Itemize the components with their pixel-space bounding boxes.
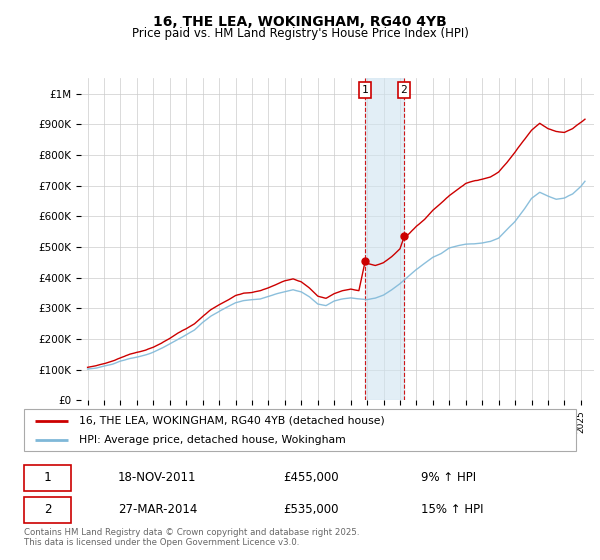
Text: 15% ↑ HPI: 15% ↑ HPI (421, 503, 484, 516)
FancyBboxPatch shape (24, 465, 71, 491)
Text: 16, THE LEA, WOKINGHAM, RG40 4YB: 16, THE LEA, WOKINGHAM, RG40 4YB (153, 15, 447, 29)
Text: £455,000: £455,000 (283, 471, 339, 484)
Text: 27-MAR-2014: 27-MAR-2014 (118, 503, 197, 516)
Text: 18-NOV-2011: 18-NOV-2011 (118, 471, 196, 484)
Text: Contains HM Land Registry data © Crown copyright and database right 2025.
This d: Contains HM Land Registry data © Crown c… (24, 528, 359, 547)
FancyBboxPatch shape (24, 497, 71, 523)
Text: 2: 2 (401, 85, 407, 95)
Bar (365, 78, 404, 400)
Text: 2: 2 (44, 503, 52, 516)
Text: 16, THE LEA, WOKINGHAM, RG40 4YB (detached house): 16, THE LEA, WOKINGHAM, RG40 4YB (detach… (79, 416, 385, 426)
Text: 1: 1 (44, 471, 52, 484)
Text: 9% ↑ HPI: 9% ↑ HPI (421, 471, 476, 484)
Text: Price paid vs. HM Land Registry's House Price Index (HPI): Price paid vs. HM Land Registry's House … (131, 27, 469, 40)
Text: HPI: Average price, detached house, Wokingham: HPI: Average price, detached house, Woki… (79, 435, 346, 445)
Text: £535,000: £535,000 (283, 503, 339, 516)
FancyBboxPatch shape (24, 409, 576, 451)
Text: 1: 1 (362, 85, 368, 95)
